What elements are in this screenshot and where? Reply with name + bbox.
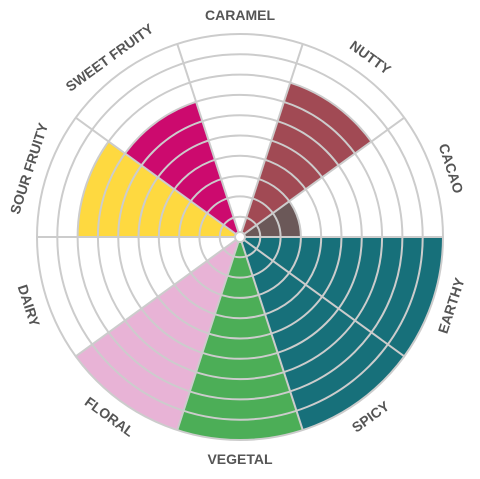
category-label-cacao: CACAO bbox=[436, 142, 467, 196]
grid-spoke bbox=[176, 241, 240, 431]
grid-spoke bbox=[240, 241, 304, 431]
sector-earthy bbox=[240, 237, 443, 357]
sector-cacao bbox=[240, 201, 301, 237]
grid-spoke bbox=[243, 116, 405, 235]
category-label-vegetal: VEGETAL bbox=[207, 451, 273, 467]
center-hub bbox=[234, 231, 246, 243]
sectors-layer bbox=[75, 82, 443, 440]
grid-spoke bbox=[75, 116, 237, 235]
sector-spicy bbox=[240, 237, 405, 431]
grid-spoke bbox=[240, 43, 304, 233]
sector-sweet-fruity bbox=[125, 101, 240, 238]
grid-spoke bbox=[243, 239, 405, 358]
grid-layer bbox=[36, 33, 444, 441]
category-label-nutty: NUTTY bbox=[347, 37, 395, 78]
category-label-earthy: EARTHY bbox=[435, 275, 468, 335]
category-label-sour-fruity: SOUR FRUITY bbox=[7, 120, 52, 216]
sector-floral bbox=[75, 237, 240, 431]
category-label-dairy: DAIRY bbox=[15, 283, 44, 330]
grid-spoke bbox=[75, 239, 237, 358]
category-label-caramel: CARAMEL bbox=[205, 7, 275, 23]
grid-spoke bbox=[176, 43, 240, 233]
